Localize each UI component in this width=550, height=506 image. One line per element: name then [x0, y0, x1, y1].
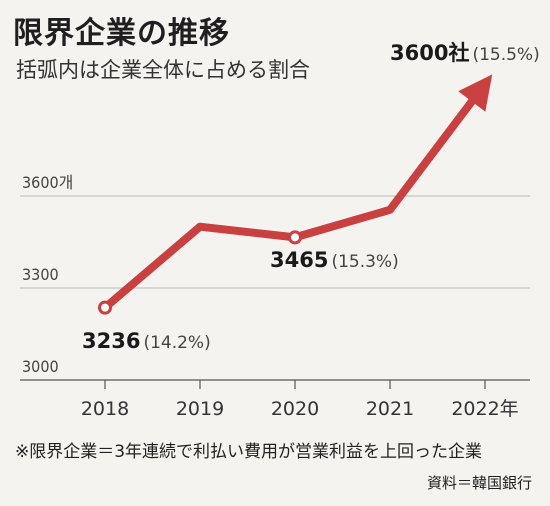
data-label-value: 3600社	[390, 41, 469, 65]
data-label-share: (14.2%)	[143, 333, 210, 353]
data-point-marker	[98, 300, 112, 315]
data-label-share: (15.5%)	[472, 45, 539, 65]
data-label: 3600社 (15.5%)	[390, 41, 540, 65]
data-label-value: 3465	[270, 248, 328, 272]
data-label-value: 3236	[82, 329, 140, 353]
y-tick-label: 3000	[22, 357, 59, 376]
data-label: 3236 (14.2%)	[82, 329, 211, 353]
x-tick-label: 2019	[176, 398, 224, 420]
data-point-marker	[288, 230, 302, 245]
chart-subtitle: 括弧内は企業全体に占める割合	[16, 58, 310, 82]
data-label-share: (15.3%)	[331, 252, 398, 272]
y-tick-label: 3600개	[22, 173, 73, 192]
x-tick-label: 2018	[81, 398, 129, 420]
y-tick-label: 3300	[22, 265, 59, 284]
source-note: 資料＝韓国銀行	[426, 474, 532, 492]
chart-title: 限界企業の推移	[13, 16, 230, 51]
data-label: 3465 (15.3%)	[270, 248, 399, 272]
footnote: ※限界企業＝3年連続で利払い費用が営業利益を上回った企業	[15, 442, 483, 462]
x-tick-label: 2020	[271, 398, 319, 420]
x-tick-label: 2021	[366, 398, 414, 420]
x-tick-label: 2022年	[451, 398, 518, 420]
